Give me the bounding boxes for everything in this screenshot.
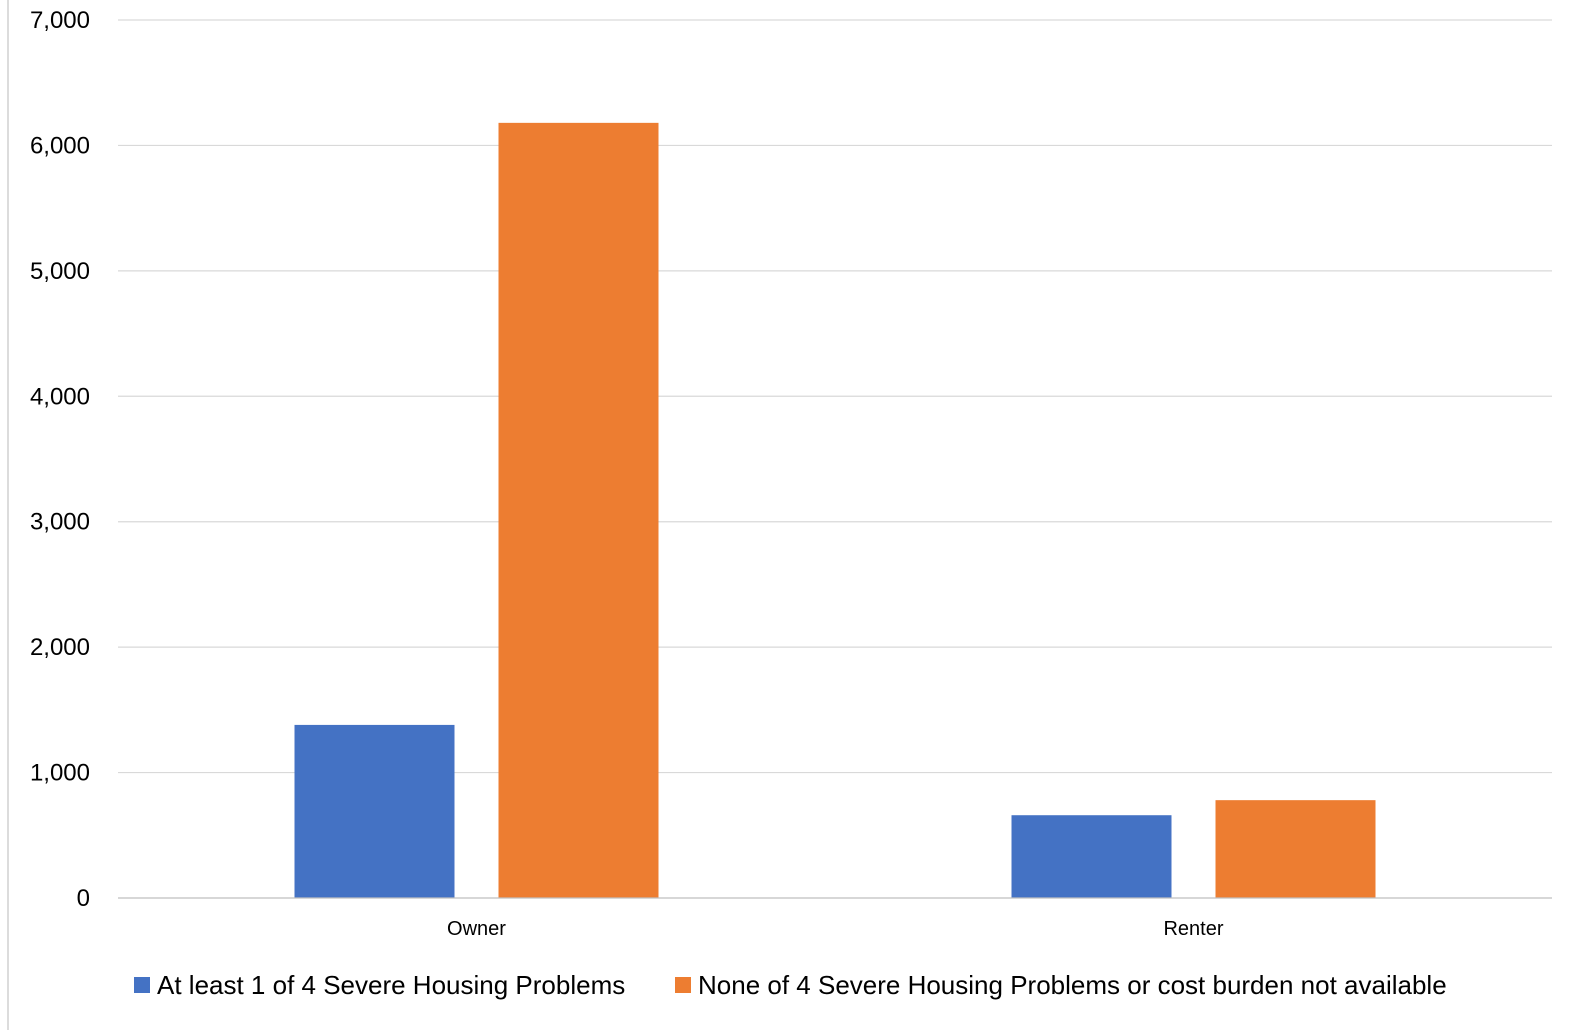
y-tick-label: 3,000 <box>30 509 90 536</box>
bar-owner-series-2 <box>498 122 659 898</box>
legend-swatch <box>675 977 691 993</box>
legend-label: None of 4 Severe Housing Problems or cos… <box>698 970 1447 1000</box>
legend: At least 1 of 4 Severe Housing Problems N… <box>134 970 1447 1000</box>
y-tick-label: 6,000 <box>30 132 90 159</box>
y-axis-tick-labels: 0 1,000 2,000 3,000 4,000 5,000 6,000 7,000 <box>30 7 90 912</box>
bar-owner-series-1 <box>294 724 455 898</box>
gridlines <box>118 19 1552 774</box>
y-tick-label: 1,000 <box>30 760 90 787</box>
bars <box>294 122 1376 898</box>
x-axis-tick-labels: Owner Renter <box>447 918 1224 940</box>
y-tick-label: 4,000 <box>30 383 90 410</box>
bar-renter-series-1 <box>1011 815 1172 898</box>
legend-swatch <box>134 977 150 993</box>
y-tick-label: 0 <box>77 885 90 912</box>
bar-renter-series-2 <box>1215 800 1376 898</box>
legend-label: At least 1 of 4 Severe Housing Problems <box>157 970 625 1000</box>
x-tick-label: Owner <box>447 918 506 940</box>
y-tick-label: 7,000 <box>30 7 90 34</box>
x-tick-label: Renter <box>1163 918 1223 940</box>
y-tick-label: 5,000 <box>30 258 90 285</box>
y-tick-label: 2,000 <box>30 634 90 661</box>
